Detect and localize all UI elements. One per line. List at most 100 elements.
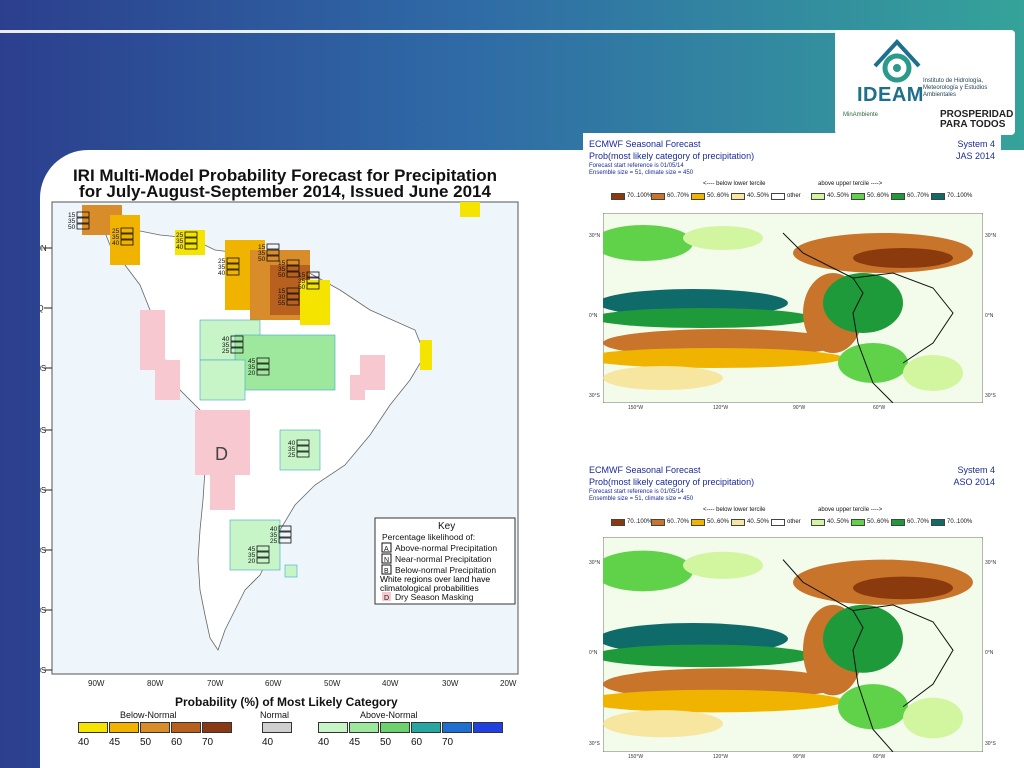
ecmwf-lat-label: 30°S	[589, 740, 600, 747]
iri-longitude-labels: 90W 80W 70W 60W 50W 40W 30W 20W	[88, 679, 517, 688]
ecmwf-lat-label-right: 30°N	[985, 559, 997, 566]
logo-institute: Instituto de Hidrología, Meteorología y …	[923, 78, 988, 98]
above-swatch	[318, 722, 348, 733]
ecmwf-panel-jas: ECMWF Seasonal Forecast Prob(most likely …	[583, 133, 1001, 413]
ecmwf-key-swatch	[811, 193, 825, 200]
ecmwf-map	[603, 213, 983, 403]
lat-label: 30S	[40, 486, 46, 495]
lon-label: 90W	[88, 679, 105, 688]
ecmwf-key-label: 60..70%	[907, 519, 930, 525]
ecmwf-lon-label: 90°W	[793, 405, 806, 411]
below-swatch	[202, 722, 232, 733]
lat-label: 20S	[40, 426, 46, 435]
ideam-emblem-icon	[873, 39, 921, 83]
wet-region	[603, 550, 693, 592]
lat-label: 10S	[40, 364, 46, 373]
ecmwf-key-swatch	[851, 193, 865, 200]
above-normal-cells	[199, 319, 336, 578]
iri-legend-title: Probability (%) of Most Likely Category	[175, 695, 398, 709]
logo-name: IDEAM	[857, 84, 924, 106]
svg-text:25: 25	[222, 348, 230, 355]
ecmwf-system: System 4	[957, 139, 995, 149]
ecmwf-key-swatch	[611, 193, 625, 200]
coastline	[782, 232, 894, 403]
ecmwf-lon-label: 120°W	[713, 754, 729, 760]
below-swatch	[78, 722, 108, 733]
above-swatch	[349, 722, 379, 733]
ecmwf-key-swatch	[891, 519, 905, 526]
dry-region	[603, 689, 843, 713]
svg-text:30: 30	[278, 294, 286, 301]
ecmwf-title: ECMWF Seasonal Forecast	[589, 465, 701, 475]
lon-label: 50W	[324, 679, 341, 688]
below-normal-cells	[82, 202, 480, 370]
ecmwf-key-label: 50..60%	[707, 519, 730, 525]
ecmwf-ensemble: Ensemble size = 51, climate size = 450	[589, 496, 694, 502]
svg-text:40: 40	[112, 240, 120, 247]
above-swatch-label: 60	[411, 737, 423, 748]
ecmwf-subtitle: Prob(most likely category of precipitati…	[589, 151, 755, 161]
ecmwf-lat-label-right: 30°S	[985, 393, 996, 399]
legend-below-label: Below-Normal	[120, 710, 177, 720]
svg-text:35: 35	[248, 364, 256, 371]
svg-text:15: 15	[258, 244, 266, 251]
coastline	[852, 604, 954, 708]
lat-label: 10N	[40, 244, 47, 253]
svg-text:50: 50	[68, 224, 76, 231]
svg-text:35: 35	[176, 238, 184, 245]
ecmwf-key-label: 50..60%	[867, 519, 890, 525]
wet-region	[823, 604, 903, 673]
ecmwf-season: ASO 2014	[953, 477, 995, 487]
below-swatch-label: 40	[78, 737, 90, 748]
ecmwf-title: ECMWF Seasonal Forecast	[589, 139, 701, 149]
wet-region	[603, 225, 693, 261]
ecmwf-key-label: 60..70%	[667, 519, 690, 525]
key-subtitle: Percentage likelihood of:	[382, 532, 475, 542]
key-row-above: Above-normal Precipitation	[395, 543, 497, 553]
ecmwf-key-label: 70..100%	[627, 193, 653, 199]
ecmwf-key-label: 50..60%	[867, 193, 890, 199]
above-swatch	[442, 722, 472, 733]
below-swatch	[140, 722, 170, 733]
svg-text:35: 35	[222, 342, 230, 349]
above-swatch-label: 45	[349, 737, 361, 748]
ecmwf-lat-label: 0°N	[589, 650, 598, 657]
svg-text:40: 40	[270, 526, 278, 533]
svg-text:25: 25	[270, 538, 278, 545]
ecmwf-lon-label: 60°W	[873, 405, 886, 411]
svg-text:20: 20	[248, 558, 256, 565]
key-letter-n: N	[384, 557, 389, 564]
svg-text:35: 35	[68, 218, 76, 225]
wet-region	[838, 684, 908, 730]
wet-region	[903, 355, 963, 391]
ecmwf-lat-label-right: 30°S	[985, 740, 996, 747]
dry-season-mask	[140, 310, 385, 510]
ecmwf-key-swatch	[731, 193, 745, 200]
svg-text:35: 35	[288, 446, 296, 453]
wet-region	[838, 343, 908, 383]
ecmwf-key-label: 70..100%	[627, 519, 653, 525]
ecmwf-key-swatch	[931, 519, 945, 526]
lon-label: 30W	[442, 679, 459, 688]
ecmwf-key-label: 40..50%	[747, 519, 770, 525]
wet-region	[683, 226, 763, 250]
ecmwf-start: Forecast start reference is 01/05/14	[589, 489, 684, 495]
iri-key: Key Percentage likelihood of: A Above-no…	[374, 517, 516, 605]
ecmwf-key-label: 40..50%	[747, 193, 770, 199]
ecmwf-lat-label: 30°N	[589, 559, 601, 566]
below-swatch	[171, 722, 201, 733]
key-above-text: above upper tercile ---->	[818, 181, 883, 187]
iri-latitude-labels: 10N EQ 10S 20S 30S 40S 50S 60S	[40, 244, 52, 675]
wet-region	[823, 273, 903, 333]
ecmwf-lon-label: 60°W	[873, 754, 886, 760]
ecmwf-season: JAS 2014	[955, 151, 995, 161]
